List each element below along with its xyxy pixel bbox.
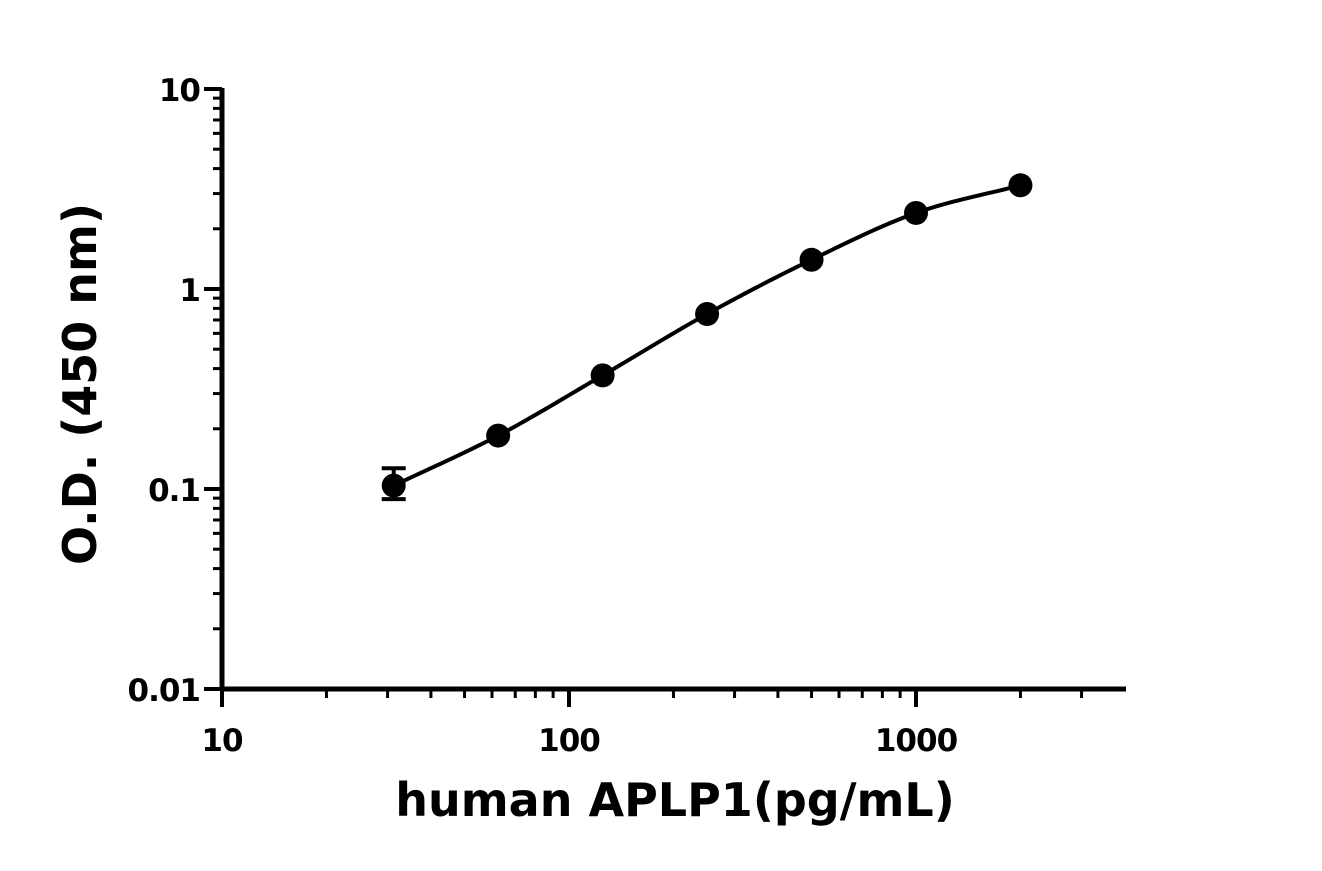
y-tick-label: 1 [179,273,200,309]
data-point [381,473,406,498]
data-point [695,301,720,326]
data-point [1008,173,1033,198]
x-tick-label: 1000 [875,723,958,759]
data-point [799,247,824,272]
y-tick-label: 0.01 [128,673,201,709]
x-tick-label: 10 [201,723,243,759]
x-tick-label: 100 [538,723,600,759]
data-points-layer [381,173,1033,502]
data-point [590,363,615,388]
axis-labels-layer: human APLP1(pg/mL) O.D. (450 nm) [53,203,955,827]
x-axis-title: human APLP1(pg/mL) [395,773,955,827]
data-point [486,423,511,448]
y-tick-label: 10 [159,73,201,109]
y-axis-title: O.D. (450 nm) [53,203,107,565]
axes: 0.01 0.1 1 10 10 100 1000 [128,73,1126,759]
data-point [904,200,928,225]
y-tick-label: 0.1 [148,473,200,509]
